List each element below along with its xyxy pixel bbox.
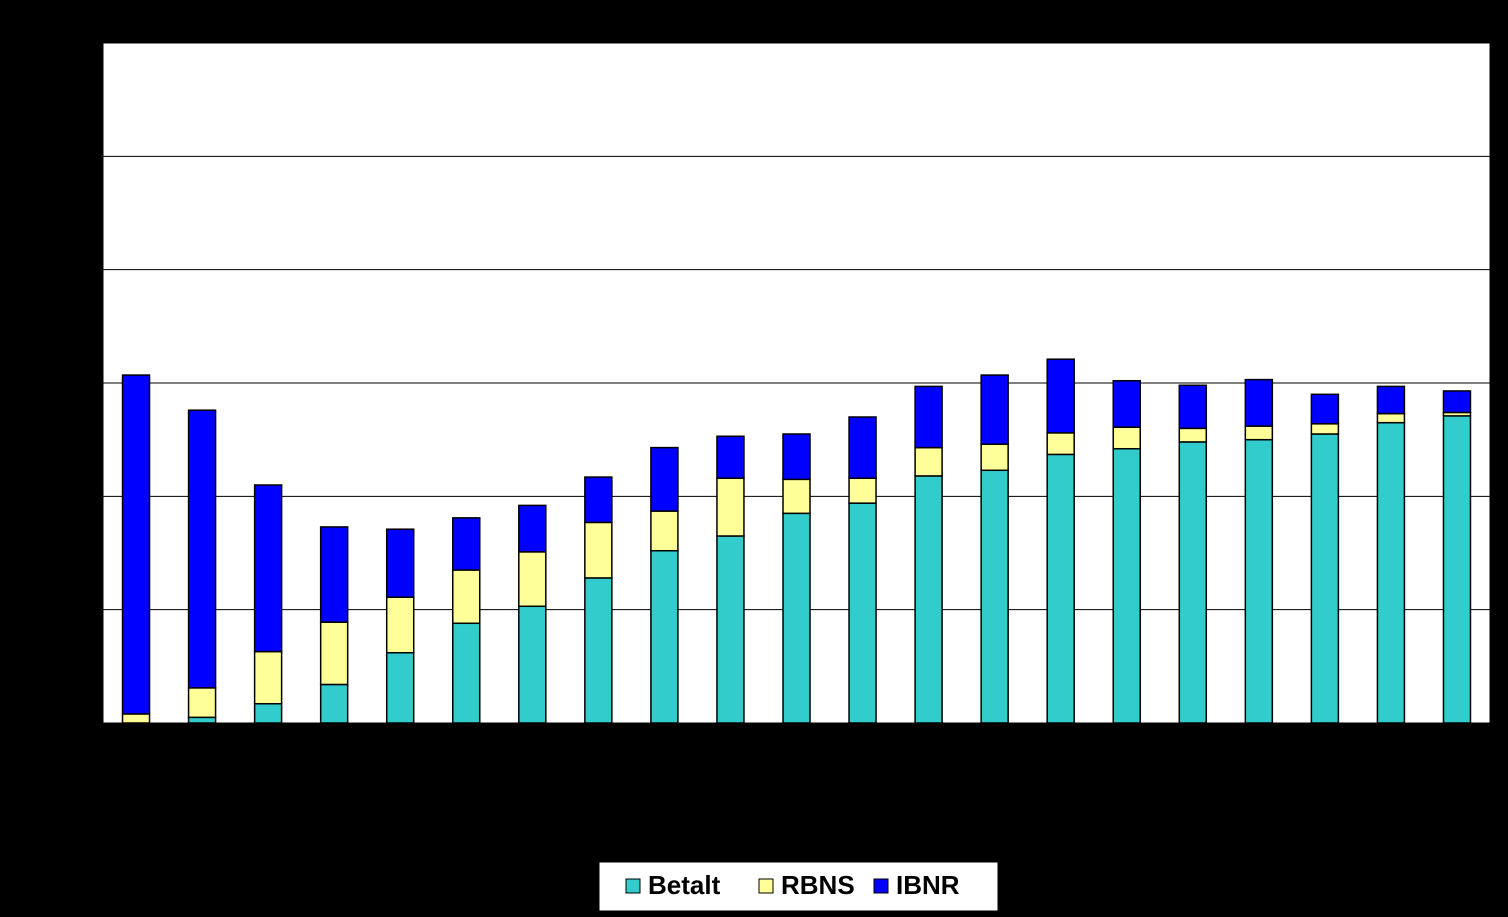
bar-segment [716,477,745,537]
bar-segment [1442,415,1472,724]
bar-segment [1178,384,1208,430]
bar-segment [518,551,547,608]
bar-segment [848,477,877,504]
bar-segment [452,569,481,625]
bar-segment [385,596,415,654]
bar-segment [1244,438,1274,724]
bar-segment [385,528,415,598]
bar-segment [121,374,151,715]
bar-segment [1112,426,1141,450]
bar-segment [782,433,811,481]
bar-segment [1376,385,1406,415]
bar-segment [1310,423,1340,435]
legend-label: IBNR [896,870,960,900]
bar-segment [914,475,943,724]
bar-segment [452,622,481,724]
bar-segment [584,577,613,724]
bar-segment [584,476,613,524]
bar-segment [452,517,481,571]
bar-segment [980,374,1009,445]
bar-segment [1178,441,1208,724]
bar-segment [1310,433,1340,724]
bar-segment [1244,378,1274,427]
bar-segment [1046,453,1075,724]
bar-segment [1310,393,1340,425]
bar-segment [782,512,811,724]
bar-segment [782,478,811,515]
bar-segment [187,687,217,719]
bar-segment [1178,427,1208,443]
bar-segment [980,469,1009,724]
bar-segment [1112,379,1141,428]
legend [598,861,999,912]
legend-label: RBNS [781,870,855,900]
legend-swatch [873,878,889,894]
bar-segment [1046,358,1075,434]
bar-segment [518,504,547,553]
bar-segment [1244,425,1274,441]
bar-segment [187,409,217,689]
bar-segment [848,502,877,724]
bar-segment [319,526,349,623]
bar-segment [319,621,349,686]
bar-segment [914,385,943,449]
bar-segment [1112,447,1141,724]
bar-segment [716,435,745,479]
legend-swatch [625,878,641,894]
bar-segment [650,446,679,512]
bar-segment [187,716,217,724]
bar-segment [584,521,613,579]
bar-segment [253,702,283,724]
bar-segment [848,416,877,479]
legend-label: Betalt [648,870,721,900]
bar-segment [253,484,283,653]
bar-segment [385,651,415,724]
bar-segment [319,683,349,724]
bar-segment [1376,421,1406,724]
bar-segment [253,650,283,705]
bar-segment [1442,390,1472,414]
bar-segment [650,510,679,552]
bar-segment [1376,412,1406,424]
legend-swatch [758,878,774,894]
bar-segment [980,443,1009,472]
bar-segment [518,605,547,724]
bar-segment [1046,432,1075,456]
bar-segment [121,713,151,724]
bar-segment [914,446,943,477]
bar-segment [650,549,679,724]
bar-segment [716,535,745,724]
